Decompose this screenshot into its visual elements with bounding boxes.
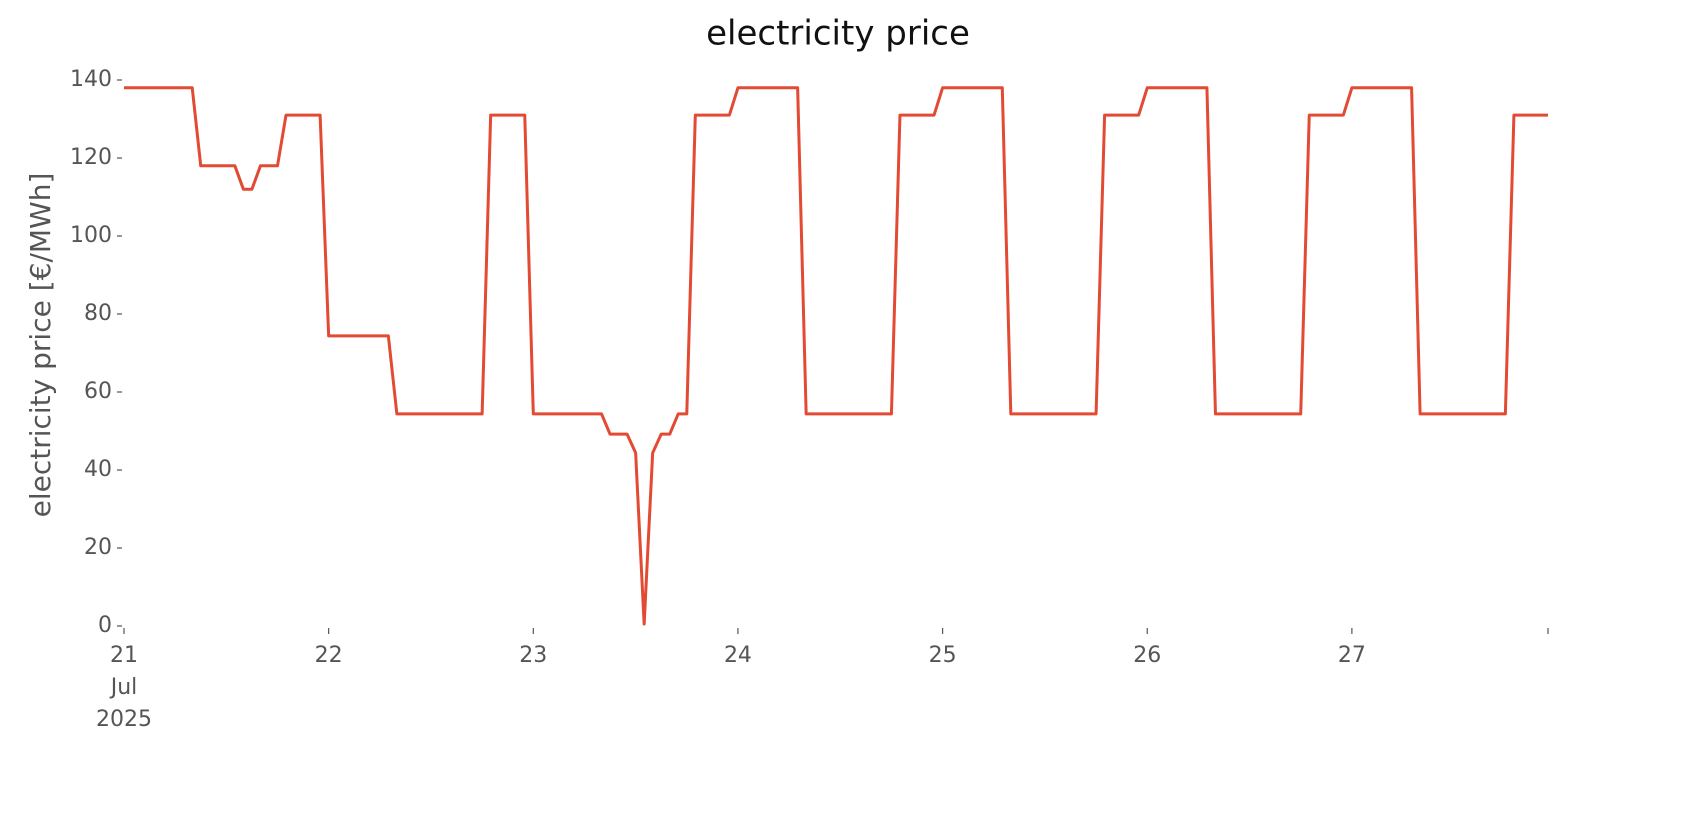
x-tick-label: 21 Jul 2025 bbox=[96, 643, 152, 732]
x-tick-label-line: Jul bbox=[109, 675, 138, 700]
x-tick-label: 22 bbox=[315, 643, 343, 668]
x-tick-label: 24 bbox=[724, 643, 752, 668]
y-tick-label: 80 bbox=[84, 301, 112, 326]
y-tick-label: 140 bbox=[70, 67, 112, 92]
y-tick-label: 40 bbox=[84, 457, 112, 482]
chart-title: electricity price bbox=[706, 14, 970, 54]
x-tick-label: 27 bbox=[1338, 643, 1366, 668]
x-tick-label: 26 bbox=[1133, 643, 1161, 668]
y-tick-label: 20 bbox=[84, 535, 112, 560]
x-tick-label: 25 bbox=[929, 643, 957, 668]
y-tick-label: 0 bbox=[98, 613, 112, 638]
y-tick-label: 120 bbox=[70, 145, 112, 170]
x-tick-label: 23 bbox=[519, 643, 547, 668]
y-axis-label: electricity price [€/MWh] bbox=[24, 173, 57, 518]
price-line bbox=[124, 86, 1548, 626]
x-tick-label-line: 2025 bbox=[96, 707, 152, 732]
y-tick-label: 60 bbox=[84, 379, 112, 404]
y-tick-label: 100 bbox=[70, 223, 112, 248]
x-tick-label-line: 21 bbox=[110, 643, 138, 668]
